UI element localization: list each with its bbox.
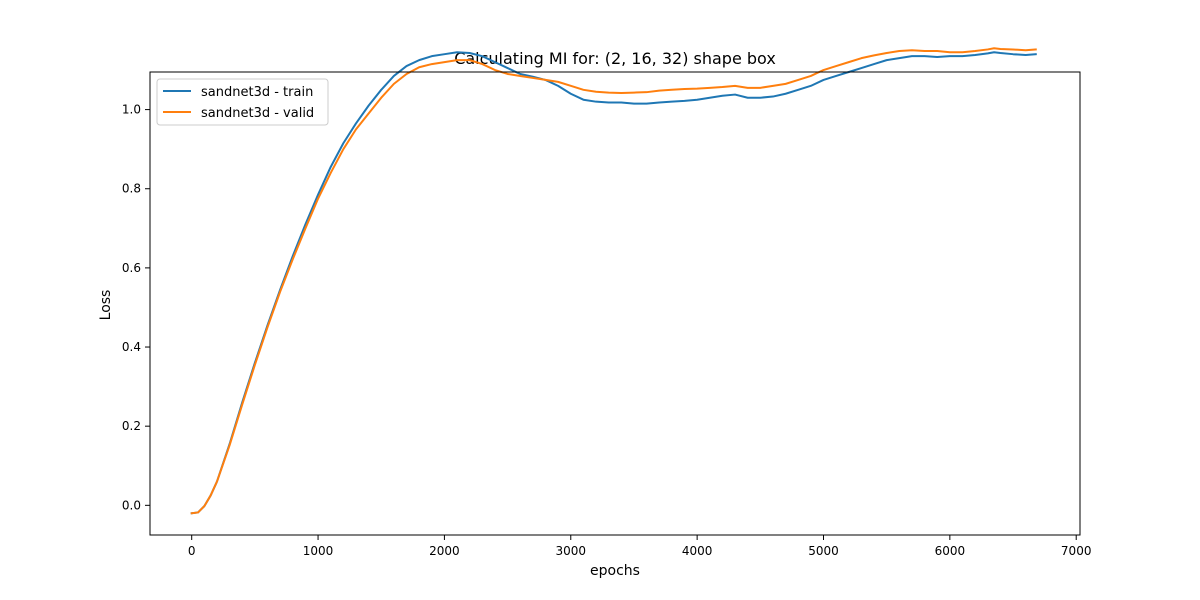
x-tick-label: 5000 bbox=[808, 544, 839, 558]
series-line-train bbox=[190, 51, 1037, 515]
y-tick-label: 0.8 bbox=[122, 182, 141, 196]
chart-title: Calculating MI for: (2, 16, 32) shape bo… bbox=[454, 49, 776, 68]
series-line-valid bbox=[190, 47, 1037, 515]
x-axis-label: epochs bbox=[590, 563, 640, 579]
y-tick-label: 0.0 bbox=[122, 498, 141, 512]
axes-frame bbox=[149, 71, 1081, 536]
y-tick-label: 1.0 bbox=[122, 103, 141, 117]
x-tick-label: 4000 bbox=[682, 544, 713, 558]
x-tick-label: 7000 bbox=[1061, 544, 1092, 558]
legend-label: sandnet3d - train bbox=[201, 85, 313, 100]
x-tick-label: 3000 bbox=[556, 544, 587, 558]
y-tick-label: 0.4 bbox=[122, 340, 141, 354]
x-tick-label: 0 bbox=[188, 544, 196, 558]
y-tick-label: 0.2 bbox=[122, 419, 141, 433]
x-tick-label: 1000 bbox=[303, 544, 334, 558]
x-tick-label: 2000 bbox=[429, 544, 460, 558]
y-tick-label: 0.6 bbox=[122, 261, 141, 275]
x-tick-label: 6000 bbox=[935, 544, 966, 558]
y-axis-label: Loss bbox=[98, 290, 114, 321]
plot-area: 0 1000 2000 3000 4000 5000 6000 7000 0.0 0.2 0.4 0.… bbox=[122, 47, 1092, 558]
legend-box bbox=[156, 78, 329, 126]
legend-label: sandnet3d - valid bbox=[201, 106, 314, 121]
legend: sandnet3d - train sandnet3d - valid bbox=[156, 78, 329, 126]
